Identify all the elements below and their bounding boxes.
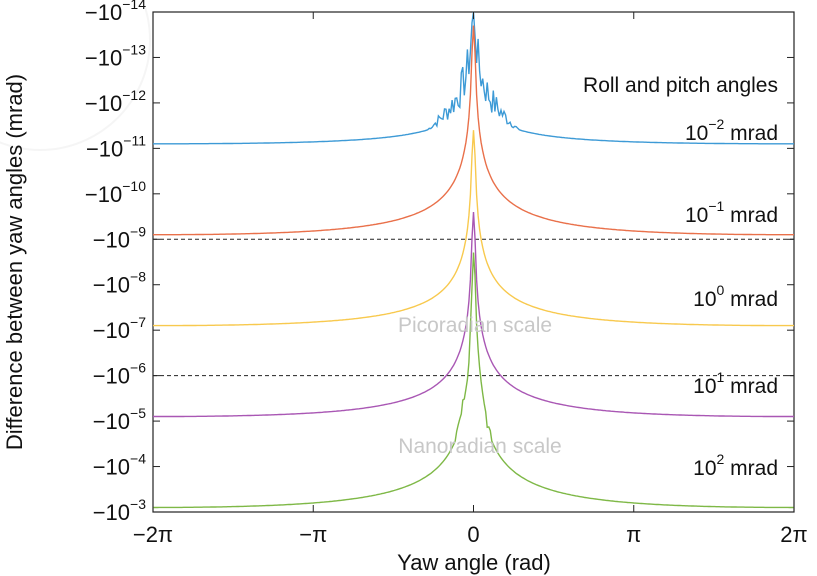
nanoradian-scale-label: Nanoradian scale — [398, 435, 561, 458]
series-label: 100 mrad — [693, 282, 778, 311]
watermark — [0, 0, 151, 151]
legend-title: Roll and pitch angles — [583, 74, 778, 97]
y-tick-label: −10−11 — [86, 132, 146, 161]
x-tick-label: −2π — [133, 522, 173, 547]
series-line-1 — [153, 25, 794, 236]
series-label: 10−1 mrad — [685, 198, 778, 227]
y-tick-label: −10−10 — [85, 178, 146, 207]
y-tick-label: −10−7 — [93, 314, 147, 343]
y-tick-label: −10−4 — [93, 451, 147, 480]
series-label: 10−2 mrad — [685, 116, 778, 145]
y-tick-label: −10−6 — [93, 360, 147, 389]
x-tick-label: 2π — [780, 522, 807, 547]
y-tick-label: −10−13 — [85, 41, 146, 70]
y-axis-title: Difference between yaw angles (mrad) — [2, 74, 27, 450]
y-tick-label: −10−12 — [85, 87, 146, 116]
x-tick-label: 0 — [467, 522, 479, 547]
picoradian-scale-label: Picoradian scale — [398, 314, 552, 337]
series-label: 102 mrad — [693, 451, 778, 480]
x-axis-title: Yaw angle (rad) — [397, 550, 551, 575]
y-tick-label: −10−3 — [93, 496, 147, 525]
series-line-4 — [153, 252, 794, 509]
y-tick-label: −10−9 — [93, 223, 147, 252]
series-line-3 — [153, 211, 794, 418]
y-tick-label: −10−8 — [93, 269, 147, 298]
x-axis-ticks: −2π −π 0 π 2π — [133, 12, 808, 547]
x-tick-label: −π — [299, 522, 327, 547]
reference-lines — [153, 238, 794, 513]
y-tick-label: −10−5 — [93, 405, 147, 434]
y-axis-ticks: −10−14 −10−13 −10−12 −10−11 −10−10 −10−9 −10−8… — [85, 0, 794, 525]
series-line-2 — [153, 130, 794, 327]
series-labels: 10−2 mrad 10−1 mrad 100 mrad 101 mrad 102 mr… — [685, 116, 778, 480]
y-tick-label: −10−14 — [85, 0, 146, 25]
x-tick-label: π — [626, 522, 641, 547]
series-label: 101 mrad — [693, 369, 778, 398]
